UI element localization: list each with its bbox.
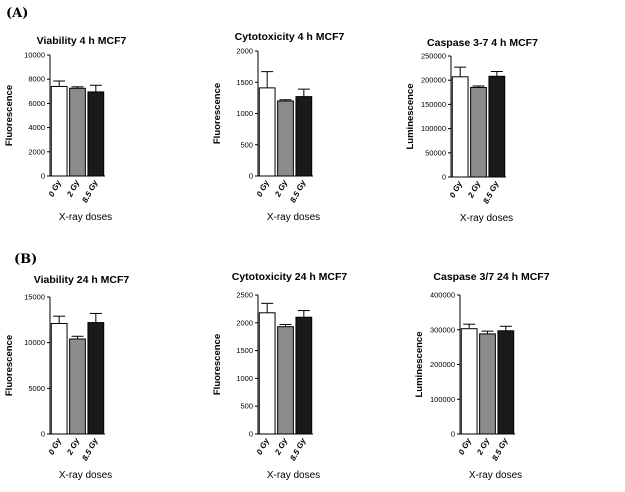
chart-2-bar: [277, 100, 294, 177]
chart-2-ytick-label: 1500: [236, 78, 253, 87]
chart-1-xlabel: X-ray doses: [59, 212, 112, 223]
chart-5-category-label: 0 Gy: [255, 436, 271, 456]
chart-5-title: Cytotoxicity 24 h MCF7: [232, 271, 348, 283]
chart-2-ytick-label: 2000: [236, 47, 253, 56]
chart-4-title: Viability 24 h MCF7: [34, 274, 130, 286]
chart-1-bar: [50, 85, 68, 177]
chart-2-bar: [295, 96, 313, 177]
chart-2-ytick-label: 1000: [236, 109, 253, 118]
chart-5-bar: [295, 316, 313, 435]
chart-4-bar: [69, 338, 86, 435]
chart-3-ytick-label: 50000: [425, 148, 446, 157]
chart-6-bar: [460, 328, 478, 435]
chart-3: Caspase 3-7 4 h MCF7 0 50000 100000 150000 20…: [405, 37, 538, 224]
chart-3-category-label: 8.5 Gy: [481, 179, 500, 205]
panel-label-a: (A): [6, 6, 28, 21]
chart-4-ytick-label: 15000: [24, 293, 45, 302]
chart-1-ytick-label: 4000: [28, 123, 45, 132]
chart-4: Viability 24 h MCF7 0 5000 10000 15000 Fluore…: [4, 274, 129, 481]
chart-4-ytick-label: 0: [41, 430, 45, 439]
chart-4-category-label: 8.5 Gy: [80, 436, 99, 462]
chart-2-title: Cytotoxicity 4 h MCF7: [235, 31, 345, 43]
chart-3-ytick-label: 250000: [421, 52, 446, 61]
chart-6-bar: [497, 330, 515, 435]
chart-4-category-label: 0 Gy: [47, 436, 63, 456]
chart-1-ylabel: Fluorescence: [4, 85, 15, 146]
chart-1-ytick-label: 10000: [24, 51, 45, 60]
chart-2-category-label: 0 Gy: [255, 178, 271, 198]
chart-6-title: Caspase 3/7 24 h MCF7: [433, 271, 549, 283]
chart-5-ytick-label: 2500: [236, 291, 253, 300]
chart-1: Viability 4 h MCF7 0 2000 4000 6000 8000 10000…: [4, 35, 126, 223]
chart-1-category-label: 0 Gy: [47, 178, 63, 198]
chart-2-category-label: 8.5 Gy: [288, 178, 307, 204]
chart-2-bar: [258, 87, 276, 177]
chart-6: Caspase 3/7 24 h MCF7 0 100000 200000 300000…: [414, 271, 550, 481]
chart-5-ytick-label: 1000: [236, 374, 253, 383]
chart-6-ytick-label: 200000: [430, 360, 455, 369]
chart-6-ytick-label: 300000: [430, 325, 455, 334]
chart-2-ytick-label: 500: [240, 140, 253, 149]
chart-1-ytick-label: 0: [41, 172, 45, 181]
chart-5-bar: [277, 326, 294, 435]
chart-1-ytick-label: 8000: [28, 75, 45, 84]
chart-6-ytick-label: 100000: [430, 395, 455, 404]
chart-4-bar: [87, 322, 105, 435]
chart-2-category-label: 2 Gy: [273, 178, 290, 199]
chart-3-ytick-label: 200000: [421, 76, 446, 85]
chart-1-category-label: 2 Gy: [65, 178, 82, 199]
chart-6-category-label: 8.5 Gy: [490, 436, 509, 462]
chart-2-ytick-label: 0: [249, 172, 253, 181]
chart-6-ytick-label: 0: [451, 430, 455, 439]
chart-3-ytick-label: 0: [442, 173, 446, 182]
chart-5-ytick-label: 0: [249, 430, 253, 439]
chart-1-title: Viability 4 h MCF7: [37, 35, 127, 47]
chart-1-bar: [69, 87, 86, 177]
chart-5-category-label: 8.5 Gy: [288, 436, 307, 462]
chart-2-xlabel: X-ray doses: [267, 212, 320, 223]
chart-3-bar: [488, 75, 506, 178]
chart-3-bar: [451, 76, 469, 178]
chart-4-ytick-label: 10000: [24, 338, 45, 347]
chart-5-category-label: 2 Gy: [273, 436, 290, 457]
chart-5-ytick-label: 1500: [236, 346, 253, 355]
chart-3-category-label: 2 Gy: [466, 179, 483, 200]
chart-5-ytick-label: 500: [240, 402, 253, 411]
chart-6-bar: [479, 333, 496, 435]
chart-6-ylabel: Luminescence: [414, 332, 425, 398]
chart-3-ylabel: Luminescence: [405, 84, 416, 150]
chart-5-ytick-label: 2000: [236, 318, 253, 327]
chart-3-ytick-label: 150000: [421, 100, 446, 109]
chart-3-title: Caspase 3-7 4 h MCF7: [427, 37, 538, 49]
chart-3-category-label: 0 Gy: [448, 179, 464, 199]
chart-1-ytick-label: 2000: [28, 147, 45, 156]
chart-3-bar: [470, 86, 487, 178]
chart-2: Cytotoxicity 4 h MCF7 0 500 1000 1500 2000 Flu…: [212, 31, 344, 223]
chart-4-bar: [50, 322, 68, 435]
chart-5: Cytotoxicity 24 h MCF7 0 500 1000 1500 2000 25…: [212, 271, 347, 481]
chart-4-xlabel: X-ray doses: [59, 470, 112, 481]
chart-4-category-label: 2 Gy: [65, 436, 82, 457]
chart-6-xlabel: X-ray doses: [469, 470, 522, 481]
chart-6-ytick-label: 400000: [430, 291, 455, 300]
chart-5-ylabel: Fluorescence: [212, 334, 223, 395]
chart-6-category-label: 0 Gy: [457, 436, 473, 456]
chart-4-ylabel: Fluorescence: [4, 335, 15, 396]
chart-6-category-label: 2 Gy: [475, 436, 492, 457]
chart-2-ylabel: Fluorescence: [212, 83, 223, 144]
chart-4-ytick-label: 5000: [28, 384, 45, 393]
chart-5-xlabel: X-ray doses: [267, 470, 320, 481]
chart-3-ytick-label: 100000: [421, 124, 446, 133]
chart-3-xlabel: X-ray doses: [460, 213, 513, 224]
chart-1-bar: [87, 91, 105, 177]
chart-1-ytick-label: 6000: [28, 99, 45, 108]
panel-label-b: (B): [14, 252, 37, 267]
chart-1-category-label: 8.5 Gy: [80, 178, 99, 204]
chart-5-bar: [258, 312, 276, 435]
